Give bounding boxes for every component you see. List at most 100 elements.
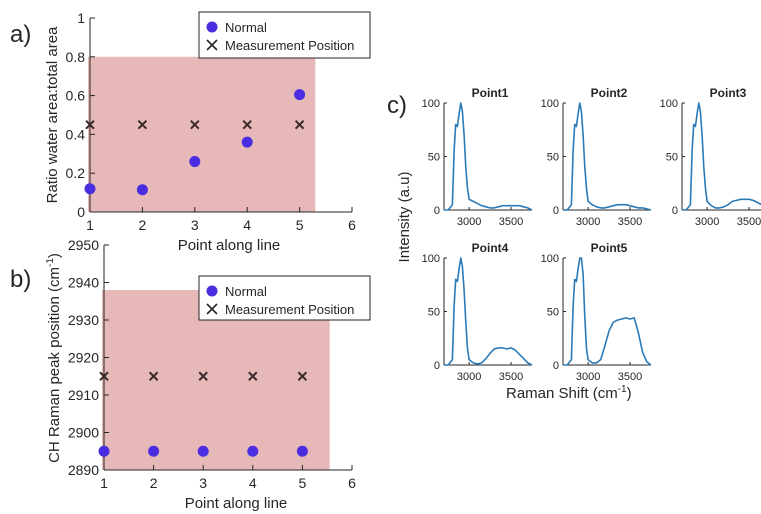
legend-label: Normal	[225, 20, 267, 35]
x-marker-stroke	[99, 371, 109, 381]
y-tick-label: 50	[547, 307, 559, 319]
panel-label: a)	[10, 21, 31, 48]
spectrum-line	[563, 102, 652, 211]
y-tick-label: 2900	[68, 425, 99, 441]
y-tick-label: 100	[541, 253, 559, 265]
x-tick-label: 3	[199, 475, 207, 491]
point-normal	[136, 184, 148, 196]
point-normal	[296, 445, 308, 457]
point-normal	[189, 156, 201, 168]
legend: Normal Measurement Position	[198, 275, 371, 321]
spectrum-subplot: Point4 0 50 100 3000 3500	[422, 241, 533, 383]
point-normal	[294, 89, 306, 101]
point-normal	[241, 136, 253, 148]
x-tick-label: 3	[191, 217, 199, 233]
point-normal	[197, 445, 209, 457]
x-axis-label: Raman Shift (cm-1)	[506, 384, 632, 402]
spectrum-subplot: Point3 0 50 100 3000 3500	[660, 86, 761, 228]
point-measurement-position	[85, 119, 95, 130]
y-tick-label: 50	[428, 152, 440, 164]
point-measurement-position	[99, 371, 109, 381]
y-tick-label: 0.8	[66, 49, 86, 65]
panel-label: c)	[387, 92, 407, 119]
subplot-title: Point2	[591, 86, 628, 100]
legend: Normal Measurement Position	[198, 11, 371, 59]
x-tick-label: 2	[150, 475, 158, 491]
point-normal	[247, 445, 259, 457]
x-tick-label: 5	[296, 217, 304, 233]
legend-marker-normal	[206, 285, 218, 297]
y-tick-label: 0	[434, 205, 440, 217]
spectrum-subplot: Point2 0 50 100 3000 3500	[541, 86, 652, 228]
x-axis-label: Point along line	[178, 237, 281, 254]
x-tick-label: 6	[348, 217, 356, 233]
point-measurement-position	[190, 119, 200, 130]
scatter-panel-a: 1 2 3 4 5 6 0 0.2 0.4 0.6 0.8 1 Normal Measurement Po…	[10, 10, 371, 254]
y-axis-label: Intensity (a.u)	[396, 172, 413, 263]
x-tick-label: 3500	[618, 216, 642, 228]
y-tick-label: 0	[434, 360, 440, 372]
point-measurement-position	[148, 371, 159, 381]
y-tick-label: 0.6	[66, 88, 86, 104]
legend-label: Normal	[225, 284, 267, 299]
legend-box	[198, 11, 371, 59]
y-tick-label: 100	[422, 253, 440, 265]
legend-marker-x	[206, 39, 218, 51]
subplot-title: Point5	[591, 241, 628, 255]
y-tick-label: 1	[77, 10, 85, 26]
point-measurement-position	[294, 119, 305, 130]
point-measurement-position	[137, 119, 148, 130]
y-tick-label: 100	[541, 98, 559, 110]
y-tick-label: 0	[672, 205, 678, 217]
legend-marker-x	[206, 303, 218, 315]
legend-box	[198, 275, 371, 321]
x-tick-label: 2	[139, 217, 147, 233]
x-marker-stroke	[148, 371, 159, 381]
x-tick-label: 1	[100, 475, 108, 491]
point-normal	[148, 445, 160, 457]
shaded-region	[88, 56, 316, 212]
x-marker-stroke	[85, 119, 95, 130]
x-tick-label: 4	[243, 217, 251, 233]
x-tick-label: 6	[348, 475, 356, 491]
y-tick-label: 0.4	[66, 126, 86, 142]
spectrum-line	[444, 257, 533, 366]
x-marker-stroke	[248, 371, 258, 381]
y-tick-label: 2930	[68, 312, 99, 328]
point-measurement-position	[242, 119, 252, 130]
x-tick-label: 3500	[737, 216, 761, 228]
y-axis-label: Ratio water area:total area	[44, 26, 61, 203]
y-tick-label: 2910	[68, 387, 99, 403]
y-tick-label: 0	[553, 205, 559, 217]
point-measurement-position	[198, 371, 208, 381]
x-tick-label: 3500	[499, 216, 523, 228]
y-tick-label: 2940	[68, 275, 99, 291]
legend-marker-normal	[206, 21, 218, 33]
x-marker-stroke	[198, 371, 208, 381]
x-tick-label: 5	[299, 475, 307, 491]
spectrum-line	[682, 102, 761, 211]
x-tick-label: 3500	[499, 371, 523, 383]
subplot-title: Point4	[472, 241, 509, 255]
x-axis-label: Point along line	[185, 495, 288, 512]
spectrum-subplot: Point1 0 50 100 3000 3500	[422, 86, 533, 228]
y-tick-label: 0	[77, 204, 85, 220]
x-marker-stroke	[294, 119, 305, 130]
y-tick-label: 50	[666, 152, 678, 164]
x-tick-label: 3000	[576, 371, 600, 383]
legend-label: Measurement Position	[225, 302, 354, 317]
y-axis-label: CH Raman peak position (cm-1)	[45, 253, 63, 463]
y-tick-label: 2890	[68, 462, 99, 478]
y-tick-label: 2920	[68, 350, 99, 366]
y-tick-label: 50	[428, 307, 440, 319]
x-tick-label: 3000	[457, 371, 481, 383]
y-tick-label: 2950	[68, 237, 99, 253]
x-marker-stroke	[297, 371, 308, 381]
point-normal	[98, 445, 110, 457]
x-tick-label: 1	[86, 217, 94, 233]
x-marker-stroke	[137, 119, 148, 130]
spectrum-subplot: Point5 0 50 100 3000 3500	[541, 241, 652, 383]
subplot-title: Point1	[472, 86, 509, 100]
x-marker-stroke	[242, 119, 252, 130]
